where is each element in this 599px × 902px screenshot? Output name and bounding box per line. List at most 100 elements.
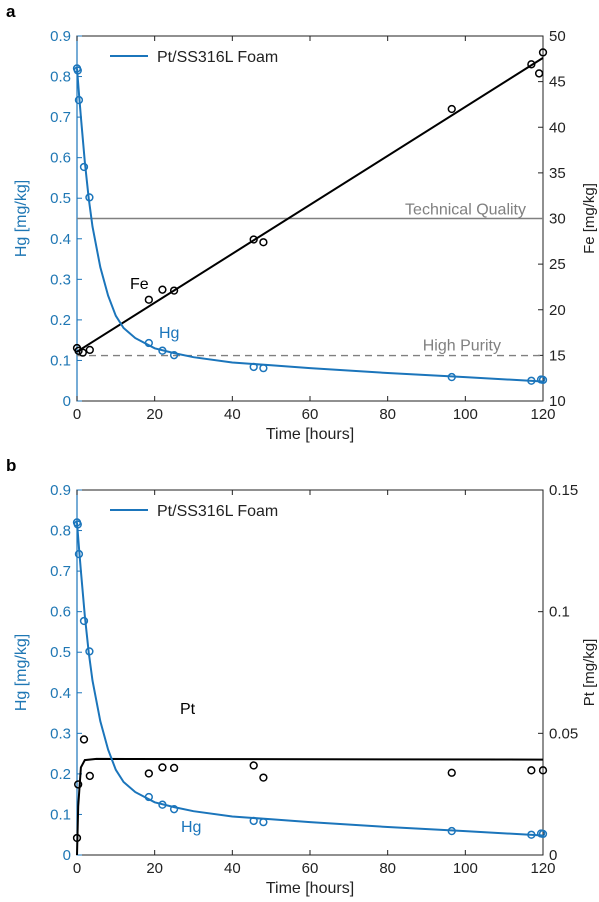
panel-b-right-tick-label: 0.1: [549, 604, 570, 621]
panel-a-hg-point: [259, 364, 268, 373]
panel-a-hg-point: [144, 338, 153, 348]
panel-b-hg-point: [527, 830, 536, 839]
panel-b-pt-point: [259, 773, 268, 782]
panel-b-hg-point: [259, 818, 268, 827]
panel-b-left-tick-label: 0.5: [50, 644, 71, 661]
panel-a-x-tick-label: 80: [379, 406, 396, 423]
panel-a-letter: a: [6, 2, 16, 21]
panel-b-left-tick-label: 0.7: [50, 563, 71, 580]
panel-b-pt-point: [79, 735, 89, 744]
panel-a-right-tick-label: 30: [549, 211, 566, 228]
panel-b-x-tick-label: 80: [379, 860, 396, 877]
panel-b-left-tick-label: 0.9: [50, 482, 71, 499]
panel-b-legend-label: Pt/SS316L Foam: [157, 503, 278, 520]
panel-b-pt-point: [72, 833, 82, 843]
pt-annotation: Pt: [180, 701, 196, 718]
panel-a-hg-point: [74, 95, 84, 105]
panel-a-right-axis-title: Fe [mg/kg]: [581, 183, 598, 254]
panel-b-right-axis-title: Pt [mg/kg]: [581, 639, 598, 707]
panel-a-fe-point: [538, 48, 548, 57]
hg-annotation: Hg: [181, 819, 201, 836]
panel-b-x-tick-label: 60: [302, 860, 319, 877]
panel-a-hg-point: [538, 375, 548, 385]
panel-b-left-axis-title: Hg [mg/kg]: [13, 634, 30, 711]
panel-b-pt-point: [249, 761, 258, 770]
panel-a-right-tick-label: 45: [549, 74, 566, 91]
panel-a-fe-point: [259, 238, 268, 247]
panel-b-hg-point: [144, 792, 153, 802]
panel-b-x-tick-label: 0: [73, 860, 81, 877]
panel-b-hg-point: [79, 616, 89, 626]
panel-b-right-tick-label: 0.15: [549, 482, 578, 499]
panel-b-pt-point: [85, 771, 94, 781]
panel-b-left-tick-label: 0.2: [50, 766, 71, 783]
panel-a-x-tick-label: 0: [73, 406, 81, 423]
panel-a-right-tick-label: 25: [549, 256, 566, 273]
panel-b-hg-point: [85, 647, 94, 656]
panel-a-hg-point: [169, 351, 179, 360]
panel-b-hg-point: [169, 805, 179, 814]
panel-b-left-tick-label: 0.6: [50, 604, 71, 621]
panel-b-pt-point: [144, 769, 153, 778]
panel-b-hg-point: [74, 549, 84, 559]
panel-a-fe-point: [158, 285, 167, 294]
panel-a-fe-point: [249, 235, 258, 244]
panel-a-left-tick-label: 0.9: [50, 28, 71, 45]
panel-a-x-tick-label: 120: [530, 406, 555, 423]
panel-a-fe-fit-line: [76, 57, 544, 353]
panel-b-left-tick-label: 0.1: [50, 806, 71, 823]
hg-annotation: Hg: [159, 325, 179, 342]
panel-a-x-tick-label: 60: [302, 406, 319, 423]
technical-quality-label: Technical Quality: [405, 202, 526, 219]
panel-a-right-tick-label: 15: [549, 347, 566, 364]
panel-b-hg-point: [158, 800, 167, 809]
panel-b-hg-point: [73, 520, 82, 529]
high-purity-label: High Purity: [423, 338, 501, 355]
panel-b-left-tick-label: 0.8: [50, 523, 71, 540]
panel-b-pt-point: [527, 766, 536, 775]
panel-a-fe-point: [74, 346, 83, 355]
panel-a-left-tick-label: 0.1: [50, 352, 71, 369]
panel-a-fe-point: [85, 345, 94, 355]
panel-a-hg-point: [158, 346, 167, 355]
panel-b-right-tick-label: 0: [549, 847, 557, 864]
panel-a-left-tick-label: 0.6: [50, 150, 71, 167]
panel-a-right-tick-label: 20: [549, 302, 566, 319]
panel-b-x-axis-title: Time [hours]: [266, 880, 354, 897]
panel-a-left-tick-label: 0.7: [50, 109, 71, 126]
panel-a-hg-point: [527, 376, 536, 385]
panel-b-letter: b: [6, 456, 16, 475]
panel-b-x-tick-label: 40: [224, 860, 241, 877]
panel-a-hg-point: [85, 193, 94, 202]
panel-b-pt-point: [74, 780, 83, 789]
panel-b-x-tick-label: 100: [453, 860, 478, 877]
panel-a: a 0 0.1 0.2 0.3 0.4 0.5 0.6 0.7 0.8 0.9 10 15 20 25 30…: [6, 2, 598, 443]
panel-b-pt-fit-line: [76, 757, 544, 856]
panel-b-hg-point: [447, 826, 456, 836]
panel-a-right-tick-label: 35: [549, 165, 566, 182]
panel-a-left-tick-label: 0: [63, 393, 71, 410]
panel-b-pt-point: [158, 763, 167, 772]
panel-a-hg-point: [79, 162, 89, 172]
panel-a-right-tick-label: 40: [549, 119, 566, 136]
panel-a-right-tick-label: 10: [549, 393, 566, 410]
panel-a-left-axis-title: Hg [mg/kg]: [13, 180, 30, 257]
panel-a-fe-point: [534, 69, 544, 78]
panel-a-left-tick-label: 0.2: [50, 312, 71, 329]
panel-a-hg-point: [249, 362, 258, 372]
panel-a-fe-point: [78, 348, 87, 357]
panel-b-x-tick-label: 20: [146, 860, 163, 877]
panel-a-fe-point: [169, 286, 179, 295]
panel-b-pt-point: [169, 763, 179, 773]
panel-a-right-tick-label: 50: [549, 28, 566, 45]
panel-b-hg-point: [538, 829, 548, 839]
panel-b-hg-fit-line: [76, 522, 544, 837]
panel-a-left-tick-label: 0.4: [50, 231, 71, 248]
panel-a-fe-point: [144, 295, 153, 304]
panel-a-hg-point: [73, 66, 82, 75]
panel-a-left-tick-label: 0.5: [50, 190, 71, 207]
panel-b-x-tick-label: 120: [530, 860, 555, 877]
panel-a-hg-point: [447, 372, 456, 382]
panel-a-x-tick-label: 100: [453, 406, 478, 423]
